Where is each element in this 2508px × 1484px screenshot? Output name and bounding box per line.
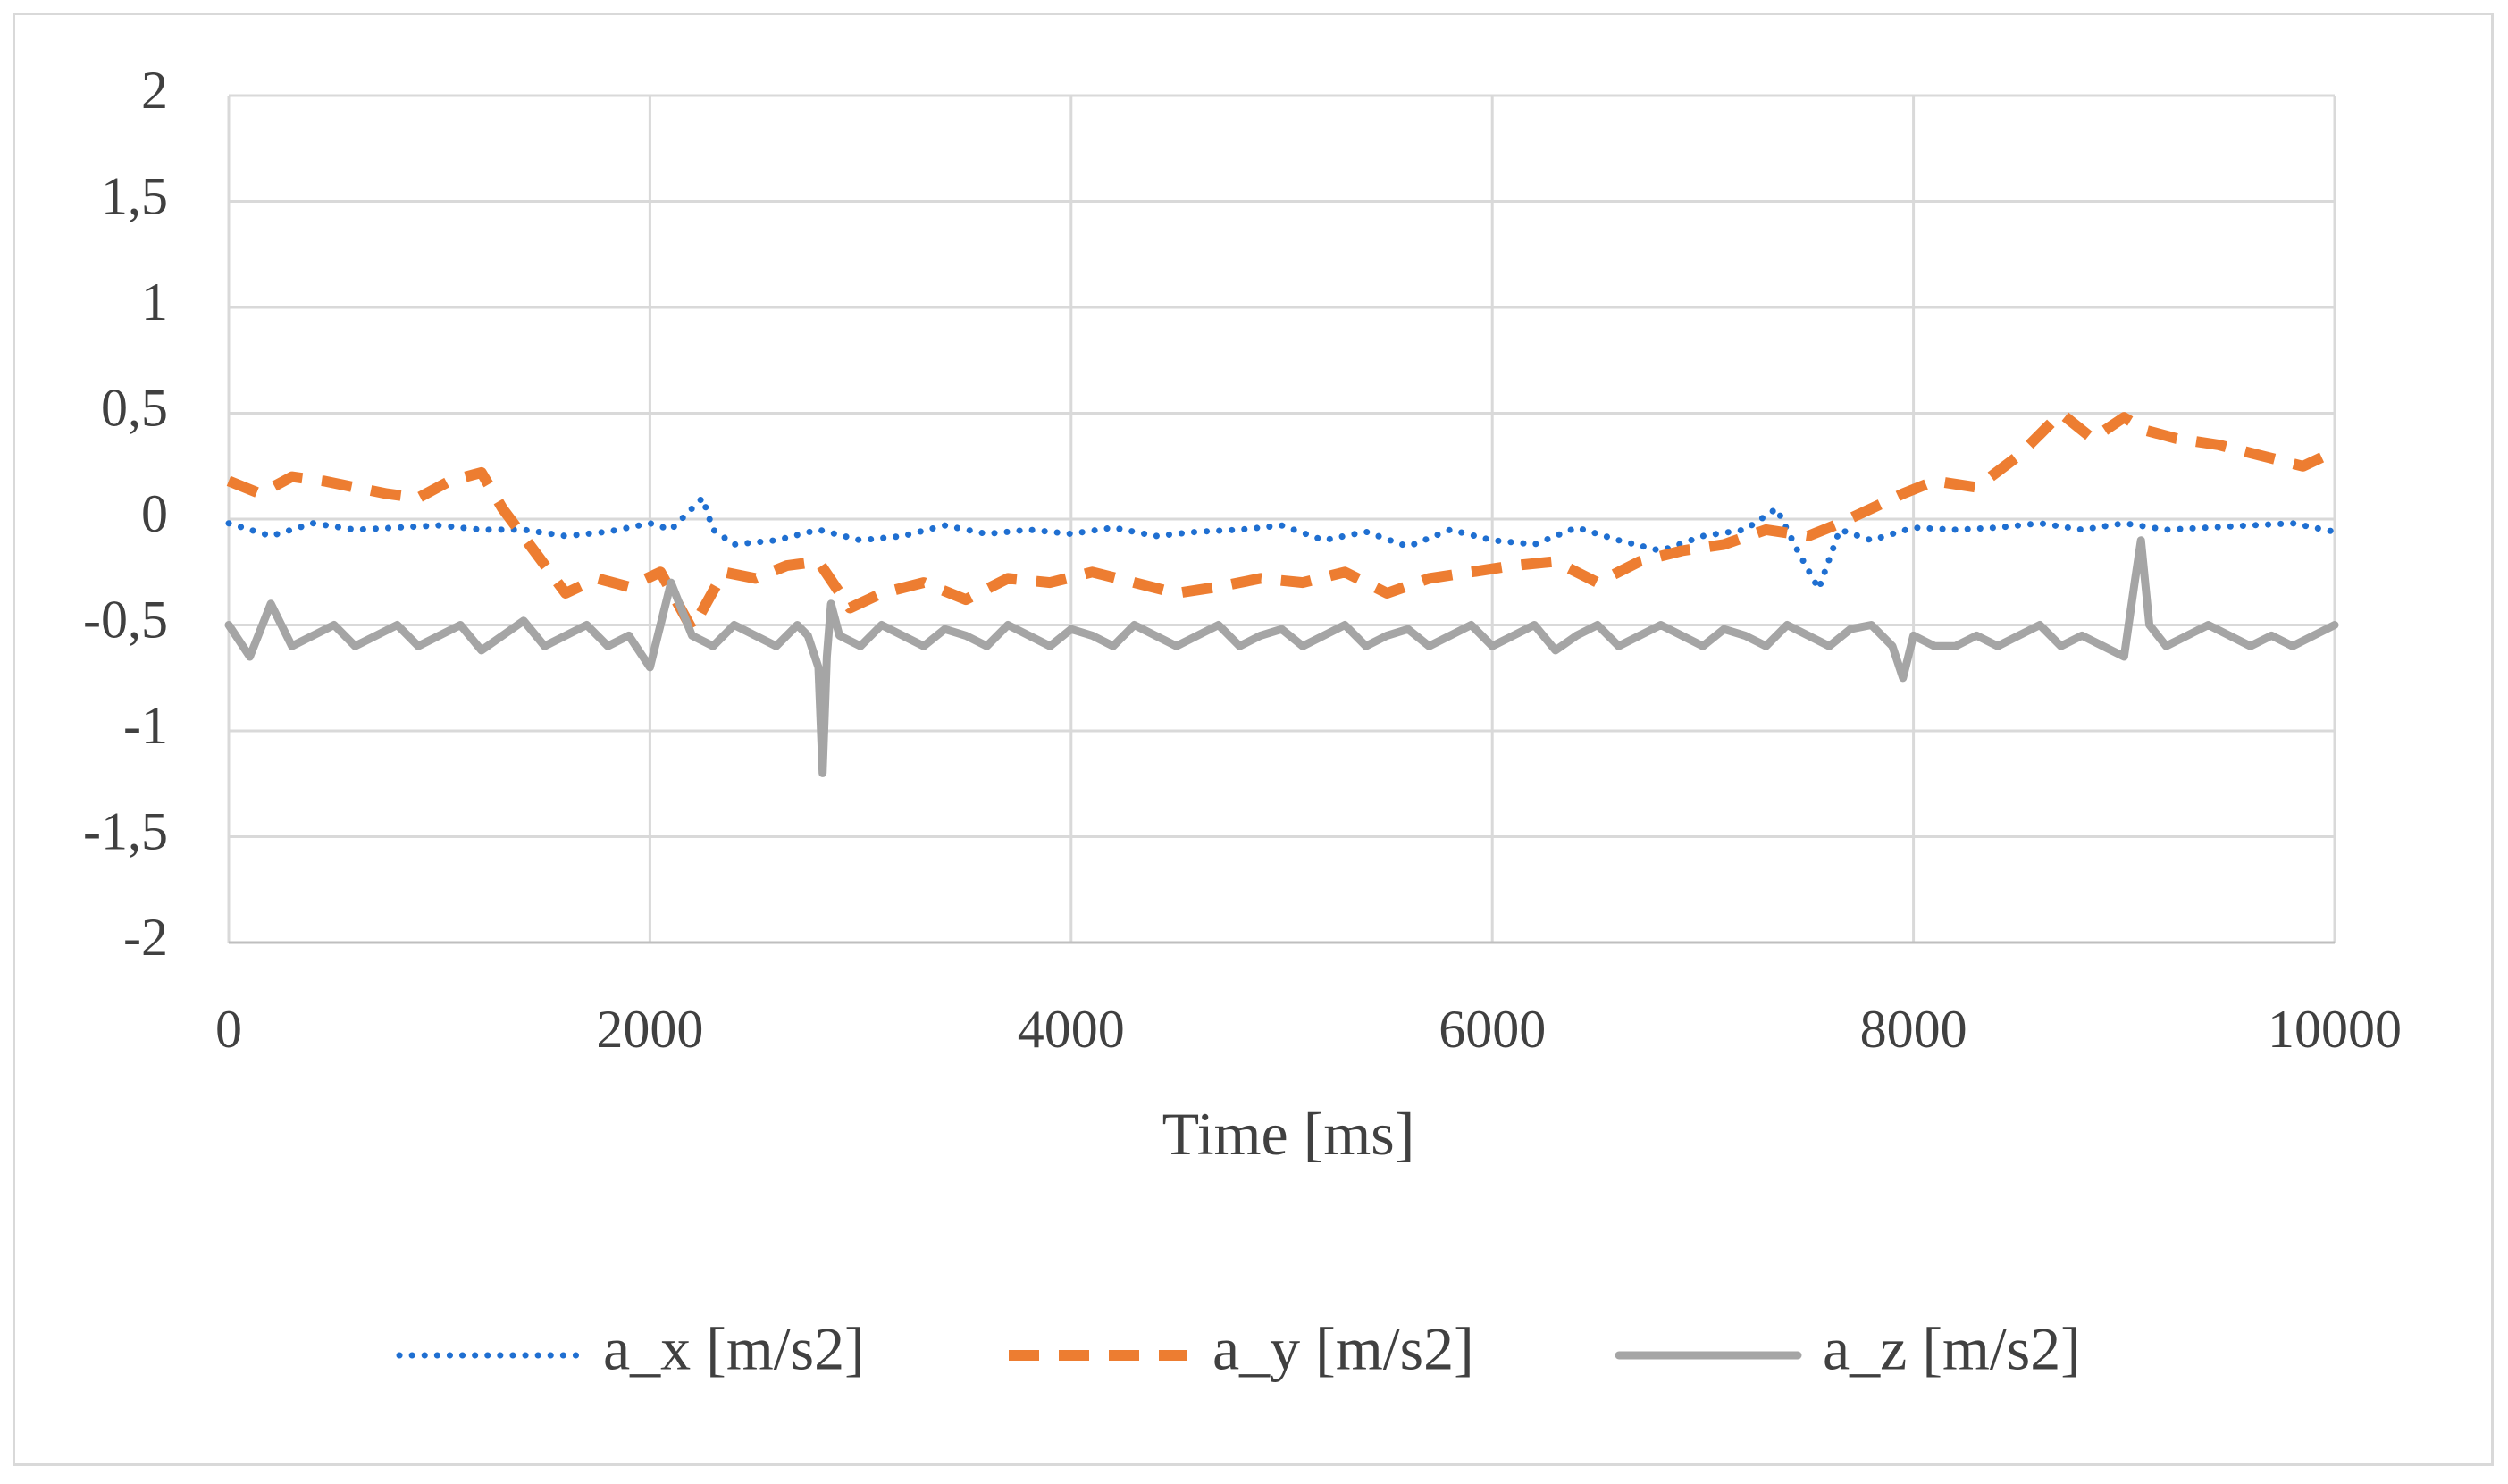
- x-tick-label: 10000: [2268, 1000, 2402, 1059]
- y-tick-label: -1: [123, 696, 168, 755]
- chart-frame: 2 1,5 1 0,5 0 -0,5 -1 -1,5 -2 0 2000 4000 6000 8000 1…: [13, 13, 2494, 1466]
- y-axis-ticks: 2 1,5 1 0,5 0 -0,5 -1 -1,5 -2: [83, 61, 168, 967]
- line-chart: 2 1,5 1 0,5 0 -0,5 -1 -1,5 -2 0 2000 4000 6000 8000 1…: [83, 61, 2402, 1383]
- x-tick-label: 0: [215, 1000, 242, 1059]
- y-tick-label: 0: [141, 484, 168, 543]
- y-tick-label: 1: [141, 272, 168, 331]
- x-tick-label: 8000: [1860, 1000, 1967, 1059]
- series-line-1: [225, 494, 2338, 592]
- y-tick-label: 0,5: [101, 378, 168, 437]
- series-line-3: [224, 536, 2339, 777]
- x-axis-title: Time [ms]: [1162, 1100, 1415, 1168]
- y-tick-label: 2: [141, 61, 168, 120]
- legend-label-1: a_x [m/s2]: [603, 1315, 865, 1383]
- y-tick-label: -1,5: [83, 801, 168, 860]
- y-tick-label: 1,5: [101, 166, 168, 225]
- series-line-2: [226, 407, 2337, 635]
- legend-label-2: a_y [m/s2]: [1212, 1315, 1474, 1383]
- legend: a_x [m/s2] a_y [m/s2] a_z [m/s2]: [396, 1315, 2081, 1383]
- x-tick-label: 2000: [596, 1000, 703, 1059]
- x-tick-label: 4000: [1018, 1000, 1125, 1059]
- x-axis-ticks: 0 2000 4000 6000 8000 10000: [215, 1000, 2402, 1059]
- x-tick-label: 6000: [1439, 1000, 1546, 1059]
- series-group: [224, 407, 2339, 777]
- y-tick-label: -0,5: [83, 590, 168, 649]
- grid-lines: [227, 94, 2336, 943]
- y-tick-label: -2: [123, 908, 168, 967]
- legend-label-3: a_z [m/s2]: [1823, 1315, 2081, 1383]
